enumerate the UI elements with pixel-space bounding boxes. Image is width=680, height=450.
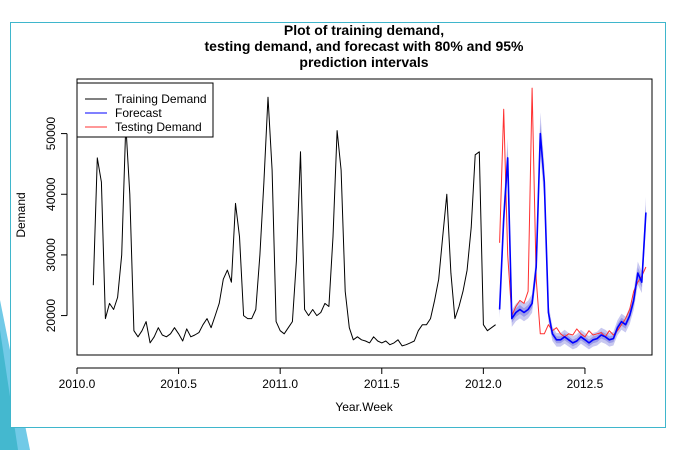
x-tick-label: 2011.5	[364, 377, 400, 391]
chart-title-line-1: Plot of training demand,	[284, 23, 444, 38]
series-line-forecast	[498, 132, 647, 344]
y-axis-label: Demand	[14, 192, 28, 237]
legend-label-forecast: Forecast	[115, 106, 162, 120]
interval-band-ci80	[499, 123, 646, 347]
series-line-training-demand	[92, 96, 496, 347]
legend-label-testing: Testing Demand	[115, 120, 202, 134]
x-axis-label: Year.Week	[335, 400, 393, 414]
chart-svg: Plot of training demand, testing demand,…	[14, 23, 653, 414]
legend: Training Demand Forecast Testing Demand	[76, 82, 214, 138]
plot-area	[76, 78, 653, 356]
x-tick-label: 2010.0	[59, 377, 96, 391]
x-axis: 2010.0 2010.5 2011.0 2011.5 2012.0 2012.5	[59, 367, 604, 391]
chart-title-line-2: testing demand, and forecast with 80% an…	[205, 38, 525, 54]
y-tick-label: 30000	[44, 238, 58, 272]
chart-title: Plot of training demand, testing demand,…	[205, 23, 525, 70]
series-layer	[92, 87, 647, 347]
y-tick-label: 50000	[44, 117, 58, 151]
y-tick-label: 40000	[44, 177, 58, 211]
y-tick-label: 20000	[44, 299, 58, 333]
legend-box	[76, 82, 214, 138]
chart-frame: Plot of training demand, testing demand,…	[10, 22, 666, 428]
legend-label-training: Training Demand	[115, 92, 207, 106]
x-tick-label: 2011.0	[262, 377, 298, 391]
prediction-intervals	[499, 112, 646, 350]
x-tick-label: 2012.0	[465, 377, 502, 391]
series-line-testing-demand	[499, 87, 647, 338]
chart-title-line-3: prediction intervals	[299, 54, 428, 70]
y-axis: 20000 30000 40000 50000	[44, 117, 68, 333]
x-tick-label: 2010.5	[160, 377, 197, 391]
x-tick-label: 2012.5	[567, 377, 604, 391]
